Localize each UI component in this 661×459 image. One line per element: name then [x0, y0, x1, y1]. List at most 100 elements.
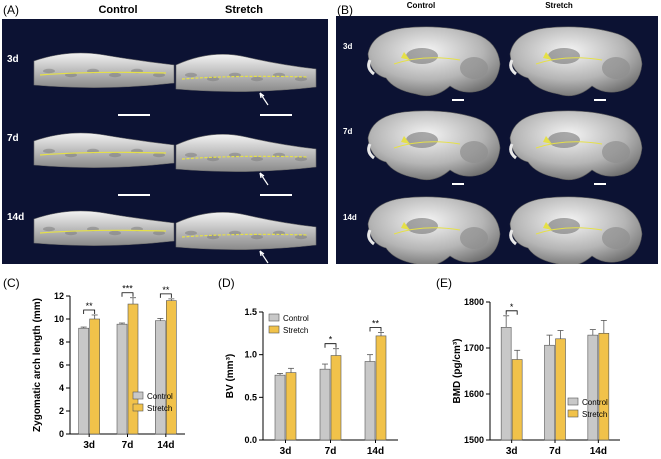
bar-control-7d	[544, 344, 555, 441]
panel-b-row-7d: 7d	[343, 127, 353, 136]
y-tick-label: 1.0	[244, 350, 257, 360]
skull-bulla	[602, 227, 630, 249]
bone-pore	[251, 76, 263, 82]
chart-d: BV (mm³) 0.0 0.5 1.0 1.5 3d 7d * 14d ** Control Str…	[225, 307, 398, 457]
legend-swatch-control	[268, 313, 280, 322]
panel-b-row-3d: 3d	[343, 42, 353, 51]
skull-image-3d-stretch	[509, 26, 643, 101]
y-tick-label: 1600	[464, 389, 484, 399]
significance-label: ***	[122, 284, 133, 294]
legend-label-stretch: Stretch	[147, 404, 172, 413]
skull-bulla	[460, 227, 488, 249]
y-tick-label: 1700	[464, 343, 484, 353]
suture-line	[39, 71, 167, 76]
panel-a-image	[2, 19, 328, 274]
arrow-icon-head	[259, 250, 265, 257]
skull-images	[367, 26, 643, 271]
bone-shape	[175, 54, 317, 92]
bone-pore	[229, 152, 241, 158]
arrow-icon	[259, 250, 269, 264]
arrow-icon	[259, 92, 269, 106]
x-tick-label: 7d	[122, 440, 134, 451]
bone-pore	[295, 76, 307, 82]
legend-swatch-control	[132, 391, 144, 400]
y-tick-label: 0.5	[244, 392, 257, 402]
skull-image-7d-control	[367, 110, 501, 185]
panel-b-letter: (B)	[337, 3, 353, 17]
suture-line	[39, 229, 167, 234]
skull-shape	[509, 196, 643, 267]
suture-line	[181, 155, 309, 160]
suture-line	[39, 151, 167, 156]
skull-incisor	[367, 229, 375, 246]
bar-stretch-3d	[89, 318, 100, 435]
bar-control-3d	[500, 326, 512, 441]
bone-pore	[207, 234, 219, 240]
bone-pore	[109, 152, 121, 158]
x-tick-label: 7d	[325, 446, 337, 457]
y-tick-label: 0	[59, 429, 64, 439]
significance-label: *	[510, 302, 514, 312]
bone-images	[33, 52, 317, 274]
bone-image-3d-control	[33, 52, 175, 116]
panel-b-col-stretch: Stretch	[545, 1, 573, 10]
bone-pore	[43, 226, 55, 232]
bone-pore	[229, 72, 241, 78]
significance-label: **	[372, 318, 380, 328]
legend-swatch-stretch	[567, 409, 579, 418]
bone-pore	[109, 230, 121, 236]
chart-c: Zygomatic arch length (mm) 0 2 4 6 8 10 12 3d ** 7…	[32, 284, 185, 451]
significance-label: **	[162, 285, 170, 295]
bone-pore	[153, 152, 165, 158]
skull-orbit	[548, 218, 580, 234]
bone-image-3d-stretch	[175, 54, 317, 116]
star-marker-icon	[543, 136, 552, 144]
panel-a-letter: (A)	[3, 3, 19, 17]
skull-image-14d-stretch	[509, 196, 643, 271]
skull-shape	[367, 26, 501, 97]
suture-line	[535, 141, 603, 149]
skull-incisor	[509, 59, 517, 76]
panel-a-col-stretch: Stretch	[225, 4, 263, 16]
y-tick-label: 2	[59, 406, 64, 416]
bone-pore	[295, 234, 307, 240]
bone-pore	[185, 72, 197, 78]
skull-orbit	[406, 218, 438, 234]
legend-label-control: Control	[283, 314, 309, 323]
legend-label-stretch: Stretch	[582, 410, 607, 419]
skull-image-3d-control	[367, 26, 501, 101]
bar-stretch-7d	[555, 338, 566, 441]
bone-pore	[251, 156, 263, 162]
bone-pore	[43, 148, 55, 154]
significance-bracket	[83, 309, 96, 314]
y-axis-label: BV (mm³)	[225, 354, 236, 398]
legend-swatch-control	[567, 397, 579, 406]
bone-pore	[153, 72, 165, 78]
bone-image-14d-control	[33, 210, 175, 274]
panel-c-letter: (C)	[3, 276, 20, 290]
bar-control-14d	[587, 334, 599, 441]
suture-line	[393, 141, 461, 149]
suture-line	[393, 57, 461, 65]
bar-control-7d	[116, 323, 128, 435]
bone-pore	[295, 156, 307, 162]
significance-bracket	[505, 310, 518, 315]
panel-b-row-14d: 14d	[343, 213, 357, 222]
bone-pore	[185, 230, 197, 236]
skull-bulla	[602, 141, 630, 163]
skull-shape	[367, 196, 501, 267]
x-tick-label: 3d	[280, 446, 292, 457]
panel-b-image	[336, 16, 658, 271]
skull-image-7d-stretch	[509, 110, 643, 185]
suture-line	[181, 75, 309, 80]
bone-image-14d-stretch	[175, 212, 317, 274]
legend-swatch-stretch	[132, 403, 144, 412]
star-marker-icon	[543, 222, 552, 230]
bone-shape	[175, 134, 317, 172]
suture-line	[535, 227, 603, 235]
significance-label: *	[329, 335, 333, 345]
x-tick-label: 14d	[367, 446, 384, 457]
star-marker-icon	[401, 222, 410, 230]
y-tick-label: 1800	[464, 297, 484, 307]
y-tick-label: 1500	[464, 435, 484, 445]
